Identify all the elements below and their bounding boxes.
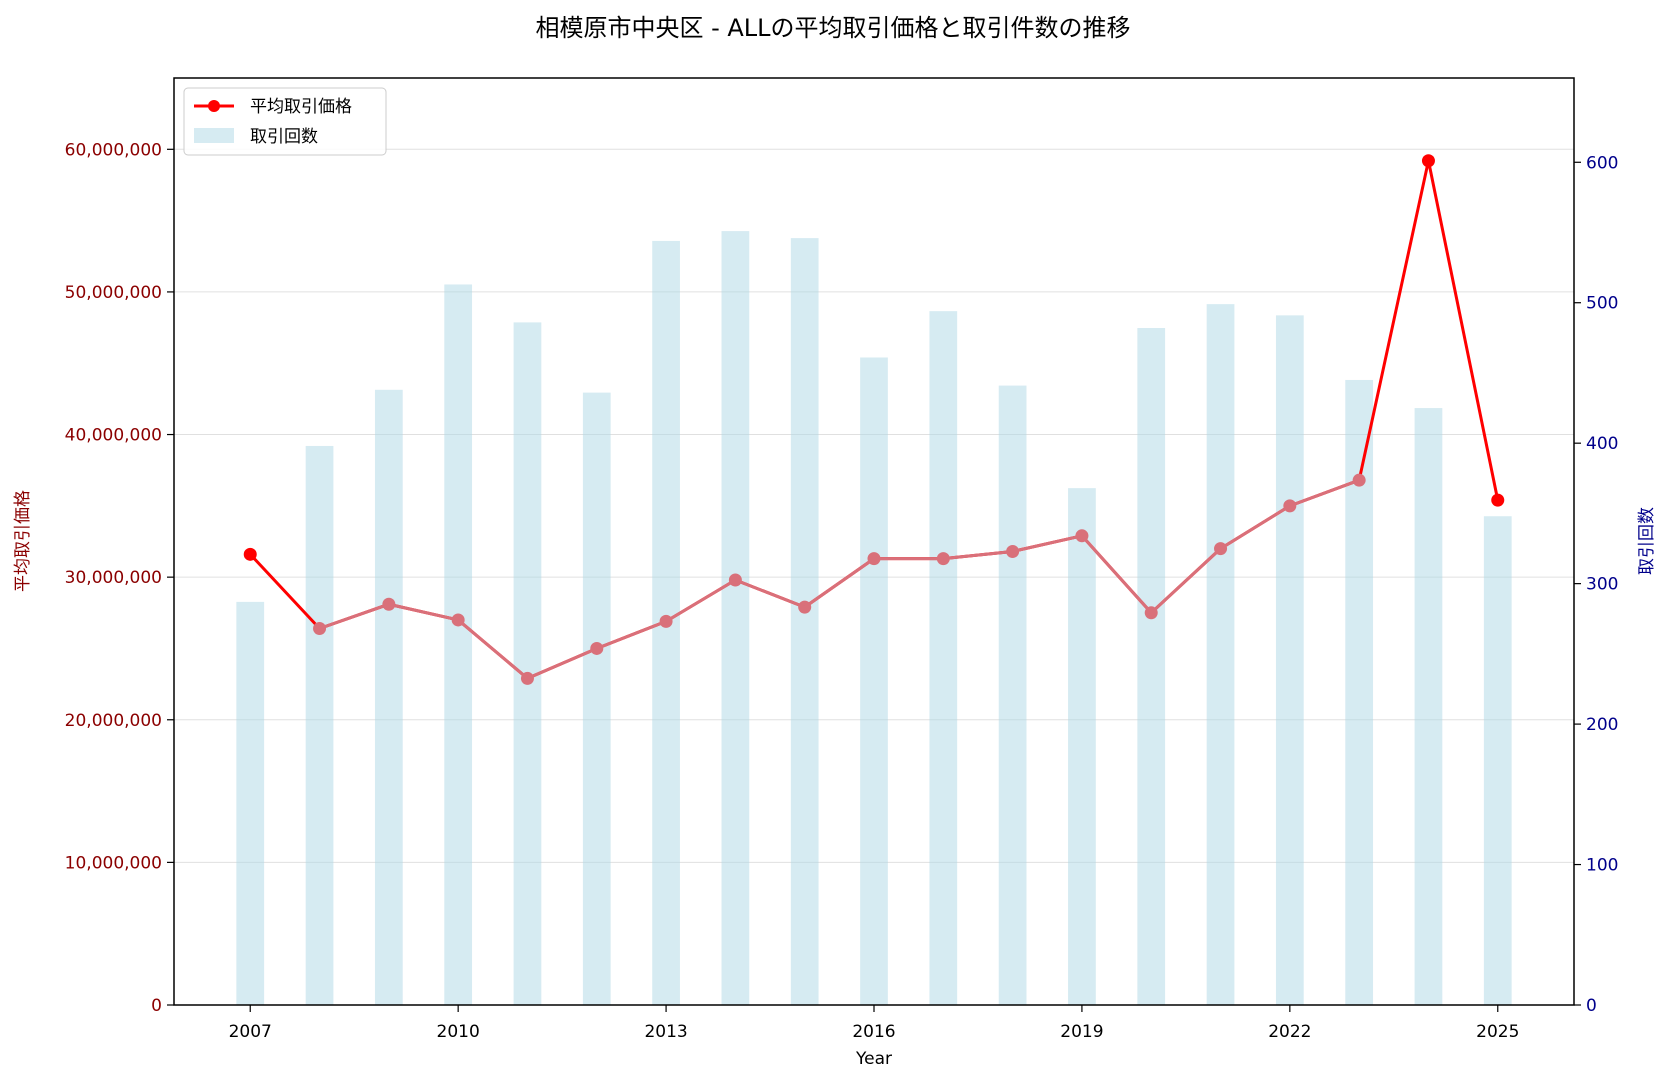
y-axis-left-label: 平均取引価格: [13, 490, 33, 592]
series-line-segment: [1080, 534, 1153, 614]
legend-box: [183, 87, 387, 156]
x-tick-label: 2013: [644, 1022, 687, 1042]
x-tick-label: 2022: [1268, 1022, 1311, 1042]
series-line-segment: [803, 557, 875, 609]
legend-label-count: 取引回数: [250, 127, 318, 147]
y-right-tick-label: 200: [1586, 715, 1618, 735]
series-line-segment: [734, 578, 806, 609]
bar: [305, 445, 334, 1005]
x-tick-label: 2010: [437, 1022, 480, 1042]
y-left-tick-label: 40,000,000: [65, 426, 162, 446]
y-right-tick-label: 100: [1586, 856, 1618, 876]
bar: [1275, 315, 1304, 1006]
bar: [860, 357, 888, 1006]
series-line-segment: [1219, 504, 1291, 550]
bar: [790, 238, 819, 1006]
y-right-tick-label: 0: [1586, 996, 1597, 1016]
chart-title: 相模原市中央区 - ALLの平均取引価格と取引件数の推移: [535, 14, 1130, 42]
legend: 平均取引価格 取引回数: [183, 87, 387, 156]
series-line-segment: [1012, 534, 1083, 553]
y-right-tick-label: 300: [1586, 575, 1618, 595]
y-left-tick-label: 50,000,000: [65, 283, 162, 303]
series-line-segment: [526, 647, 598, 680]
y-right-tick-label: 400: [1586, 434, 1618, 454]
bar: [1483, 516, 1512, 1005]
series-line-segment: [1150, 547, 1222, 614]
y-left-tick-label: 30,000,000: [65, 568, 162, 588]
x-tick-label: 2007: [229, 1022, 272, 1042]
bar-series-count: [236, 231, 1512, 1006]
y-left-tick-label: 10,000,000: [65, 853, 162, 873]
x-tick-label: 2025: [1476, 1022, 1519, 1042]
y-left-tick-label: 60,000,000: [65, 140, 162, 160]
bar: [236, 601, 265, 1005]
line-point: [1491, 493, 1505, 507]
series-line-segment: [388, 602, 459, 622]
bar: [721, 231, 750, 1005]
series-line-segment: [596, 619, 667, 650]
y-left-tick-label: 0: [151, 996, 162, 1016]
y-right-tick-label: 500: [1586, 294, 1618, 314]
line-series-price: [243, 154, 1505, 685]
series-line-segment: [319, 602, 390, 630]
x-tick-label: 2016: [852, 1022, 895, 1042]
bar: [929, 311, 958, 1005]
x-axis-label: Year: [855, 1049, 892, 1069]
y-axis-left: 0 10,000,000 20,000,000 30,000,000 40,000,00…: [65, 140, 174, 1016]
bar: [1137, 328, 1166, 1005]
bar: [374, 389, 403, 1005]
line-point: [243, 547, 257, 561]
y-right-tick-label: 600: [1586, 153, 1618, 173]
line-point: [1421, 154, 1435, 168]
x-tick-label: 2019: [1060, 1022, 1103, 1042]
series-line-segment: [457, 618, 529, 680]
legend-bar-swatch: [194, 128, 234, 143]
bar: [582, 392, 611, 1006]
bar: [513, 322, 542, 1006]
bar: [998, 385, 1027, 1005]
series-line-segment: [1289, 478, 1360, 508]
series-line-segment: [943, 549, 1013, 561]
series-line-segment: [665, 578, 737, 623]
y-left-tick-label: 20,000,000: [65, 711, 162, 731]
bar: [1414, 408, 1443, 1005]
bar: [1206, 304, 1235, 1005]
y-axis-right-label: 取引回数: [1637, 507, 1657, 575]
bar: [444, 284, 473, 1006]
legend-label-price: 平均取引価格: [250, 97, 352, 117]
bar: [1068, 488, 1096, 1005]
y-axis-right: 0 100 200 300 400 500 600: [1574, 153, 1618, 1016]
legend-line-marker: [208, 100, 220, 112]
x-axis: 2007 2010 2013 2016 2019 2022 2025: [229, 1005, 1519, 1042]
